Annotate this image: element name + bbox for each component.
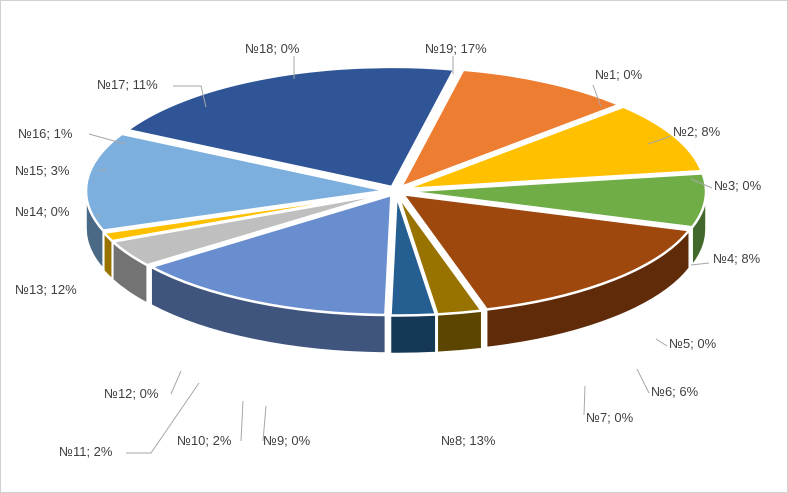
data-label: №12; 0%	[104, 386, 159, 401]
pie-slice	[102, 191, 388, 243]
data-label: №17; 11%	[97, 77, 158, 92]
data-label: №11; 2%	[59, 444, 113, 459]
data-label: №4; 8%	[713, 251, 761, 266]
slice-side	[389, 313, 437, 355]
data-label: №18; 0%	[245, 41, 300, 56]
pie-slice	[403, 105, 703, 191]
data-label: №13; 12%	[15, 282, 77, 297]
data-label: №9; 0%	[263, 433, 311, 448]
data-label: №19; 17%	[425, 41, 487, 56]
data-label: №3; 0%	[714, 178, 762, 193]
slice-side	[436, 309, 483, 354]
data-label: №2; 8%	[673, 124, 721, 139]
leader-line	[636, 368, 650, 394]
data-label: №7; 0%	[586, 410, 634, 425]
data-label: №16; 1%	[18, 126, 73, 141]
data-label: №8; 13%	[441, 433, 496, 448]
leader-line	[173, 85, 207, 108]
leader-line	[88, 133, 126, 145]
leader-line	[240, 400, 244, 442]
leader-lines	[88, 56, 713, 454]
leader-line	[170, 370, 182, 395]
pie-slice	[126, 65, 456, 189]
leader-line	[690, 262, 710, 266]
pie-slice	[399, 68, 621, 189]
pie-slice	[396, 194, 483, 316]
pie-slice	[149, 193, 393, 317]
leader-line	[583, 385, 586, 416]
pie-slice	[84, 132, 388, 232]
data-labels: №1; 0% №2; 8% №3; 0% №4; 8% №5; 0% №6; 6…	[15, 41, 762, 459]
leader-line	[647, 135, 672, 145]
pie-slice	[401, 192, 691, 311]
leader-line	[262, 405, 267, 442]
data-label: №15; 3%	[15, 163, 70, 178]
leader-line	[592, 84, 602, 108]
leader-line	[690, 178, 713, 189]
data-label: №14; 0%	[15, 204, 70, 219]
pie-slice	[389, 194, 438, 317]
data-label: №5; 0%	[669, 336, 717, 351]
leader-line	[98, 168, 107, 172]
pie-slice	[404, 172, 708, 229]
slice-tops	[84, 65, 708, 317]
leader-line	[126, 382, 200, 454]
data-label: №6; 6%	[651, 384, 699, 399]
data-label: №10; 2%	[177, 433, 232, 448]
data-label: №1; 0%	[595, 67, 643, 82]
leader-line	[655, 338, 668, 347]
